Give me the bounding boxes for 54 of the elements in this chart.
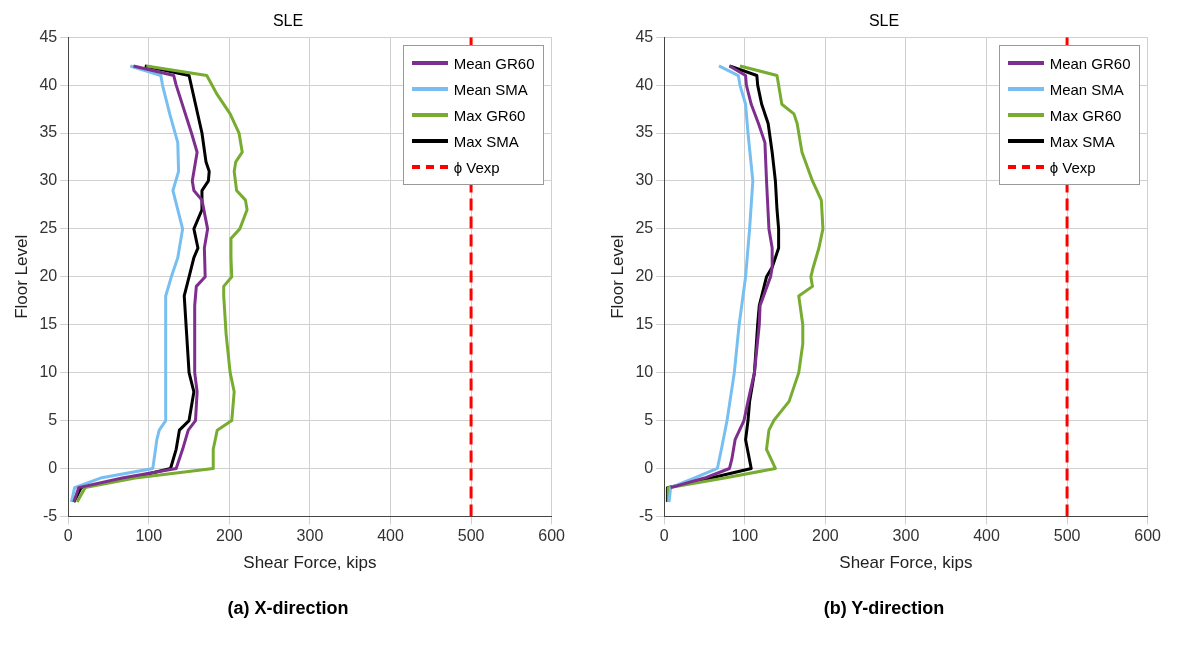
legend-label: ϕ Vexp	[1049, 158, 1096, 176]
x-tick-label: 300	[296, 527, 324, 545]
legend-label: Max SMA	[1049, 132, 1115, 150]
y-axis-title: Floor Level	[607, 234, 627, 319]
x-tick-label: 100	[731, 527, 759, 545]
x-tick-label: 400	[377, 527, 404, 545]
x-tick-label: 600	[538, 527, 566, 545]
y-tick-label: 45	[635, 27, 654, 45]
x-axis-title: Shear Force, kips	[839, 553, 973, 573]
legend-label: Max SMA	[453, 132, 519, 150]
y-tick-label: -5	[638, 506, 654, 524]
text: (b) Y-direction	[822, 598, 946, 619]
y-tick-label: 35	[635, 123, 654, 141]
x-tick-label: 200	[812, 527, 839, 545]
y-tick-label: 10	[635, 363, 654, 381]
legend-label: Mean GR60	[453, 54, 535, 72]
y-tick-label: -5	[42, 506, 58, 524]
y-tick-label: 20	[635, 267, 654, 285]
y-tick-label: 30	[635, 171, 654, 189]
y-tick-label: 0	[48, 458, 58, 476]
y-tick-label: 5	[48, 410, 58, 428]
y-tick-label: 15	[635, 315, 654, 333]
legend-label: Mean SMA	[453, 80, 528, 98]
x-tick-label: 600	[1134, 527, 1162, 545]
x-tick-label: 500	[457, 527, 485, 545]
y-tick-label: 40	[635, 75, 654, 93]
y-tick-label: 15	[39, 315, 58, 333]
chart-title: SLE	[868, 12, 900, 30]
y-tick-label: 0	[644, 458, 654, 476]
y-tick-label: 25	[39, 219, 58, 237]
y-tick-label: 10	[39, 363, 58, 381]
legend-label: Mean GR60	[1049, 54, 1131, 72]
y-tick-label: 20	[39, 267, 58, 285]
x-tick-label: 400	[973, 527, 1000, 545]
text: (a) X-direction	[226, 598, 350, 619]
y-tick-label: 25	[635, 219, 654, 237]
y-tick-label: 35	[39, 123, 58, 141]
x-tick-label: 0	[659, 527, 669, 545]
legend-label: Max GR60	[453, 106, 526, 124]
x-tick-label: 500	[1053, 527, 1081, 545]
y-tick-label: 40	[39, 75, 58, 93]
y-tick-label: 5	[644, 410, 654, 428]
x-tick-label: 100	[135, 527, 163, 545]
y-tick-label: 45	[39, 27, 58, 45]
x-axis-title: Shear Force, kips	[243, 553, 377, 573]
x-tick-label: 200	[216, 527, 243, 545]
x-tick-label: 300	[892, 527, 920, 545]
legend-label: ϕ Vexp	[453, 158, 500, 176]
y-axis-title: Floor Level	[11, 234, 31, 319]
legend-label: Mean SMA	[1049, 80, 1124, 98]
y-tick-label: 30	[39, 171, 58, 189]
legend-label: Max GR60	[1049, 106, 1122, 124]
x-tick-label: 0	[63, 527, 73, 545]
chart-title: SLE	[272, 12, 304, 30]
